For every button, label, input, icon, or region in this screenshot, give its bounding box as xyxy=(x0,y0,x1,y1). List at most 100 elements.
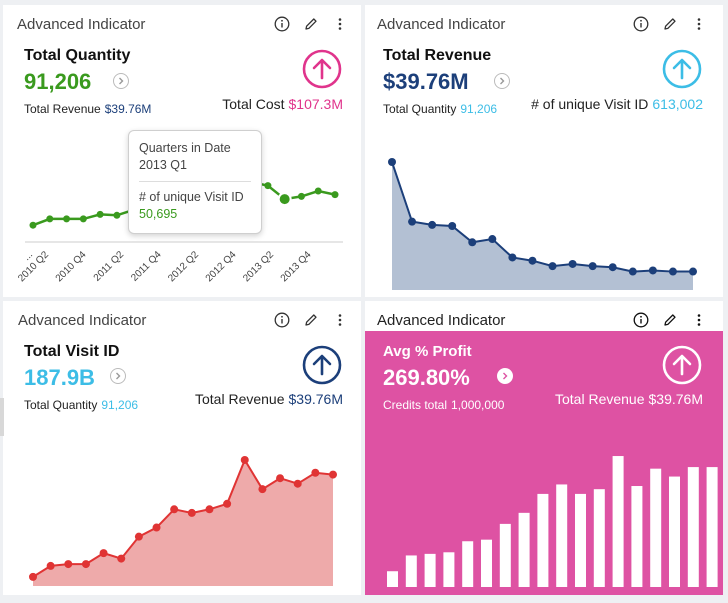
chevron-right-icon[interactable] xyxy=(494,73,510,89)
compare-metric: Total Revenue $39.76M xyxy=(195,391,343,407)
bar xyxy=(499,523,511,587)
data-point xyxy=(240,455,249,464)
compare-metric-label: # of unique Visit ID xyxy=(531,96,649,112)
data-point xyxy=(408,217,417,226)
data-point xyxy=(528,256,537,265)
more-vertical-icon[interactable] xyxy=(691,16,707,32)
tooltip-divider xyxy=(139,181,251,182)
info-icon[interactable] xyxy=(274,312,290,328)
bar xyxy=(537,493,549,587)
data-point xyxy=(79,215,87,223)
card-title: Advanced Indicator xyxy=(377,312,506,329)
data-point xyxy=(388,158,396,167)
x-tick-label: 2011 Q4 xyxy=(129,249,164,284)
bar xyxy=(556,484,568,587)
arrow-up-circle-icon xyxy=(302,49,342,89)
data-point xyxy=(46,561,55,570)
sub-metric-value: 91,206 xyxy=(460,102,498,116)
card-total-visit-id: Advanced Indicator Total Visit ID 187.9B… xyxy=(3,301,361,595)
data-point xyxy=(468,238,477,247)
chevron-right-icon[interactable] xyxy=(113,73,129,89)
bar xyxy=(593,489,605,587)
data-point xyxy=(448,222,457,231)
arrow-up-circle-icon xyxy=(302,345,342,385)
kpi-name: Total Visit ID xyxy=(24,343,120,360)
more-vertical-icon[interactable] xyxy=(691,312,707,328)
bar xyxy=(687,467,699,587)
data-point xyxy=(117,554,126,563)
more-vertical-icon[interactable] xyxy=(332,312,348,328)
data-point xyxy=(264,182,272,190)
card-title: Advanced Indicator xyxy=(377,16,506,33)
bar xyxy=(387,571,398,587)
data-point xyxy=(329,470,337,479)
arrow-up-circle-icon xyxy=(662,49,702,89)
compare-metric-label: Total Revenue xyxy=(555,391,645,407)
data-point xyxy=(96,210,104,218)
compare-metric-label: Total Cost xyxy=(222,96,285,112)
sub-metric-value: 1,000,000 xyxy=(451,398,505,412)
sub-metric-value: 91,206 xyxy=(101,398,139,412)
data-point xyxy=(187,508,196,517)
x-tick-label: 2011 Q2 xyxy=(92,249,127,284)
pencil-icon[interactable] xyxy=(303,312,319,328)
data-point xyxy=(134,532,143,541)
data-point xyxy=(64,560,73,569)
data-point xyxy=(428,220,437,229)
bar xyxy=(462,541,474,587)
card-total-revenue: Advanced Indicator Total Revenue $39.76M… xyxy=(365,5,723,297)
pencil-icon[interactable] xyxy=(662,312,678,328)
data-point xyxy=(81,560,90,569)
tooltip-measure-label: # of unique Visit ID xyxy=(139,190,244,204)
visit-id-area-chart[interactable] xyxy=(3,441,361,595)
kpi-name: Total Quantity xyxy=(24,47,131,64)
card-header: Advanced Indicator xyxy=(3,301,361,335)
data-point xyxy=(488,235,497,244)
info-icon[interactable] xyxy=(274,16,290,32)
data-point xyxy=(46,215,54,223)
data-point xyxy=(331,191,339,199)
revenue-area-chart[interactable] xyxy=(365,145,723,297)
card-header: Advanced Indicator xyxy=(365,301,723,331)
data-point xyxy=(314,187,322,195)
sub-metric-label: Total Quantity xyxy=(24,398,98,412)
info-icon[interactable] xyxy=(633,16,649,32)
card-header: Advanced Indicator xyxy=(3,5,361,39)
bar xyxy=(650,468,662,587)
chevron-right-icon[interactable] xyxy=(497,368,513,384)
data-point xyxy=(152,523,161,532)
more-vertical-icon[interactable] xyxy=(332,16,348,32)
bar xyxy=(706,467,718,587)
bar xyxy=(481,539,492,587)
kpi-value: 91,206 xyxy=(24,69,92,94)
chart-tooltip: Quarters in Date 2013 Q1 # of unique Vis… xyxy=(128,130,262,234)
chevron-right-icon[interactable] xyxy=(110,368,126,384)
compare-metric-value: 613,002 xyxy=(652,96,703,112)
data-point xyxy=(205,505,214,514)
compare-metric-value: $107.3M xyxy=(288,96,343,112)
x-tick-label: 2012 Q4 xyxy=(204,249,239,284)
arrow-up-circle-icon xyxy=(662,345,702,385)
series-area xyxy=(33,459,333,586)
kpi-value: $39.76M xyxy=(383,69,469,94)
sub-metric-label: Total Revenue xyxy=(24,102,101,116)
data-point xyxy=(648,266,657,275)
data-point xyxy=(223,499,232,508)
data-point xyxy=(276,474,285,483)
card-title: Advanced Indicator xyxy=(17,16,146,33)
bar xyxy=(405,555,417,587)
info-icon[interactable] xyxy=(633,312,649,328)
kpi-name: Avg % Profit xyxy=(383,343,472,360)
kpi-value: 269.80% xyxy=(383,365,470,390)
tooltip-dimension-label: Quarters in Date xyxy=(139,141,231,155)
data-point xyxy=(548,262,557,271)
data-point xyxy=(588,262,597,271)
profit-bar-chart[interactable] xyxy=(365,441,723,595)
pencil-icon[interactable] xyxy=(303,16,319,32)
bar xyxy=(443,552,455,587)
data-point xyxy=(508,253,517,262)
data-point xyxy=(277,192,292,207)
pencil-icon[interactable] xyxy=(662,16,678,32)
data-point xyxy=(170,505,179,514)
compare-metric: Total Cost $107.3M xyxy=(222,96,343,112)
